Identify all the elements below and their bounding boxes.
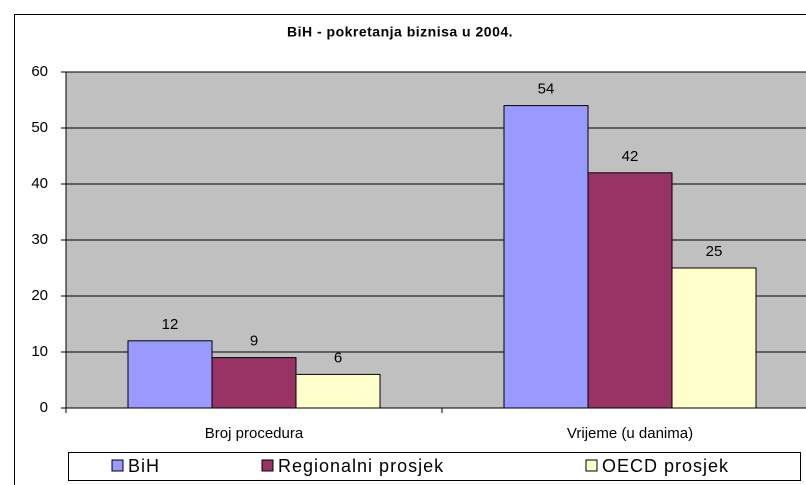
y-tick-label: 30: [31, 231, 48, 248]
legend-swatch: [111, 459, 124, 472]
bar: [671, 267, 757, 409]
x-tick-label: Broj procedura: [205, 425, 304, 442]
data-label: 54: [538, 81, 555, 98]
y-tick-label: 20: [31, 287, 48, 304]
bar: [211, 357, 297, 409]
data-label: 25: [706, 243, 723, 260]
legend-swatch: [585, 459, 598, 472]
data-label: 42: [622, 148, 639, 165]
y-tick-label: 0: [40, 399, 48, 416]
bar: [295, 373, 381, 409]
y-tick-label: 40: [31, 175, 48, 192]
legend-label: OECD prosjek: [602, 456, 729, 476]
x-tick-label: Vrijeme (u danima): [567, 425, 693, 442]
legend-swatch: [261, 459, 274, 472]
data-label: 9: [250, 333, 258, 350]
legend: [68, 452, 801, 481]
bar: [503, 105, 589, 409]
legend-label: BiH: [128, 456, 160, 476]
chart-title: BiH - pokretanja biznisa u 2004.: [287, 24, 513, 40]
bar: [587, 172, 673, 409]
y-tick-label: 10: [31, 343, 48, 360]
y-tick-label: 60: [31, 63, 48, 80]
data-label: 6: [334, 349, 342, 366]
data-label: 12: [162, 316, 179, 333]
legend-label: Regionalni prosjek: [278, 456, 444, 476]
y-tick-label: 50: [31, 119, 48, 136]
bar: [127, 340, 213, 409]
